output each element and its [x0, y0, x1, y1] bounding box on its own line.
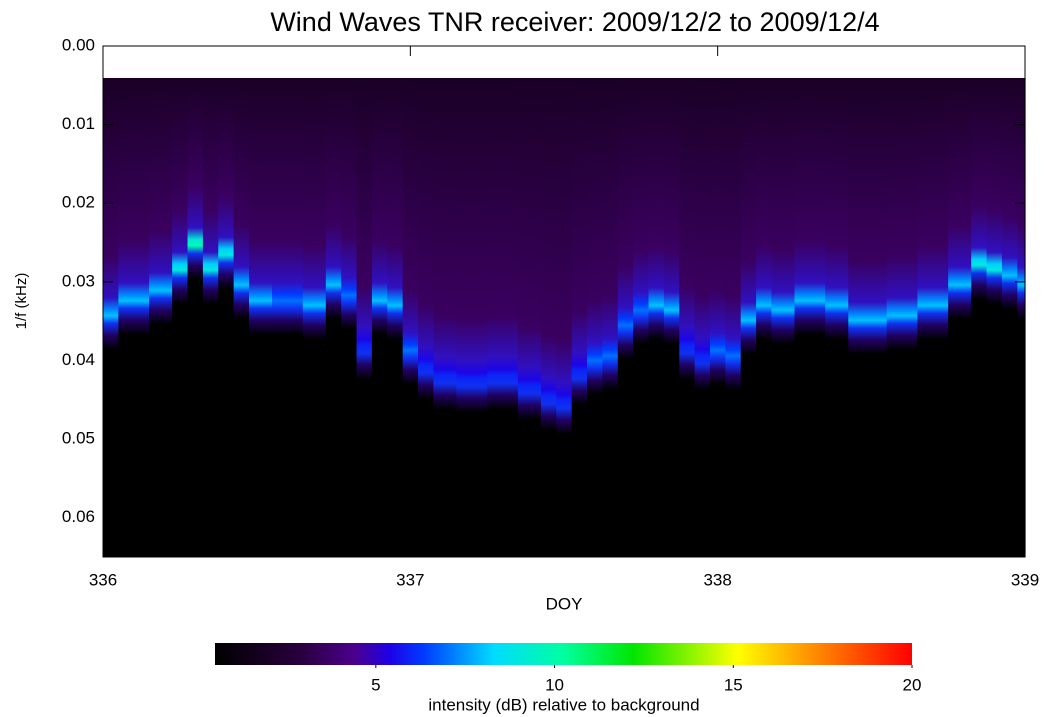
- spectrogram-column: [556, 78, 573, 557]
- spectrogram-column: [886, 78, 919, 557]
- spectrogram-column: [986, 78, 1003, 557]
- spectrogram-column: [1017, 78, 1026, 557]
- spectrogram-column: [356, 78, 373, 557]
- spectrogram-column: [617, 78, 634, 557]
- spectrogram-column: [756, 78, 773, 557]
- spectrogram-column: [218, 78, 235, 557]
- y-tick-label: 0.01: [62, 114, 95, 133]
- spectrogram-column: [571, 78, 588, 557]
- spectrogram-column: [172, 78, 189, 557]
- spectrogram-column: [863, 78, 888, 557]
- spectrogram-column: [917, 78, 949, 557]
- spectrogram-column: [118, 78, 150, 557]
- y-tick-label: 0.00: [62, 35, 95, 54]
- y-tick-label: 0.05: [62, 429, 95, 448]
- spectrogram-column: [602, 78, 619, 557]
- colorbar-tick-label: 15: [724, 675, 743, 694]
- spectrogram-column: [387, 78, 404, 557]
- x-tick-label: 338: [703, 570, 731, 589]
- colorbar: [215, 643, 912, 665]
- y-tick-label: 0.03: [62, 271, 95, 290]
- spectrogram-column: [540, 78, 557, 557]
- spectrogram-column: [794, 78, 826, 557]
- spectrogram-column: [648, 78, 665, 557]
- spectrogram-column: [402, 78, 419, 557]
- spectrogram-column: [848, 78, 865, 557]
- spectrogram-column: [725, 78, 742, 557]
- spectrogram-column: [517, 78, 542, 557]
- x-tick-label: 339: [1011, 570, 1039, 589]
- y-tick-label: 0.06: [62, 507, 95, 526]
- spectrogram-column: [825, 78, 849, 557]
- spectrogram-column: [341, 78, 358, 557]
- spectrogram-column: [325, 78, 342, 557]
- spectrogram-column: [633, 78, 650, 557]
- spectrogram-column: [948, 78, 972, 557]
- x-tick-label: 336: [89, 570, 117, 589]
- x-axis-label: DOY: [546, 594, 583, 613]
- spectrogram-column: [187, 78, 204, 557]
- spectrogram-column: [371, 78, 388, 557]
- spectrogram-column: [103, 78, 119, 557]
- spectrogram-column: [663, 78, 680, 557]
- spectrogram-column: [202, 78, 219, 557]
- colorbar-tick-label: 5: [371, 675, 380, 694]
- plot-frame: [102, 45, 1026, 558]
- colorbar-label: intensity (dB) relative to background: [428, 695, 699, 714]
- spectrogram-column: [272, 78, 304, 557]
- colorbar-tick-label: 20: [903, 675, 922, 694]
- spectrogram-column: [433, 78, 458, 557]
- x-tick-label: 337: [396, 570, 424, 589]
- spectrogram-column: [248, 78, 273, 557]
- spectrogram-column: [694, 78, 711, 557]
- spectrogram-column: [456, 78, 488, 557]
- spectrogram-column: [709, 78, 726, 557]
- spectrogram-column: [302, 78, 327, 557]
- spectrogram-column: [418, 78, 434, 557]
- y-axis-label: 1/f (kHz): [13, 273, 30, 330]
- y-tick-label: 0.04: [62, 350, 95, 369]
- plot-top-gap: [103, 46, 1025, 78]
- y-tick-label: 0.02: [62, 193, 95, 212]
- spectrogram-column: [1001, 78, 1018, 557]
- spectrogram-column: [771, 78, 796, 557]
- spectrogram-column: [740, 78, 757, 557]
- spectrogram-column: [233, 78, 250, 557]
- spectrogram-column: [679, 78, 696, 557]
- spectrogram-column: [149, 78, 173, 557]
- colorbar-tick-label: 10: [545, 675, 564, 694]
- spectrogram-column: [487, 78, 519, 557]
- spectrogram-column: [587, 78, 604, 557]
- spectrogram-column: [971, 78, 988, 557]
- chart-title: Wind Waves TNR receiver: 2009/12/2 to 20…: [270, 7, 879, 37]
